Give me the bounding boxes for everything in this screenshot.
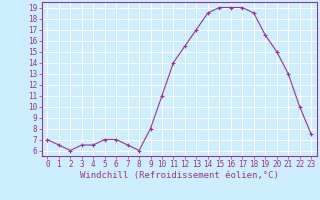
X-axis label: Windchill (Refroidissement éolien,°C): Windchill (Refroidissement éolien,°C) — [80, 171, 279, 180]
